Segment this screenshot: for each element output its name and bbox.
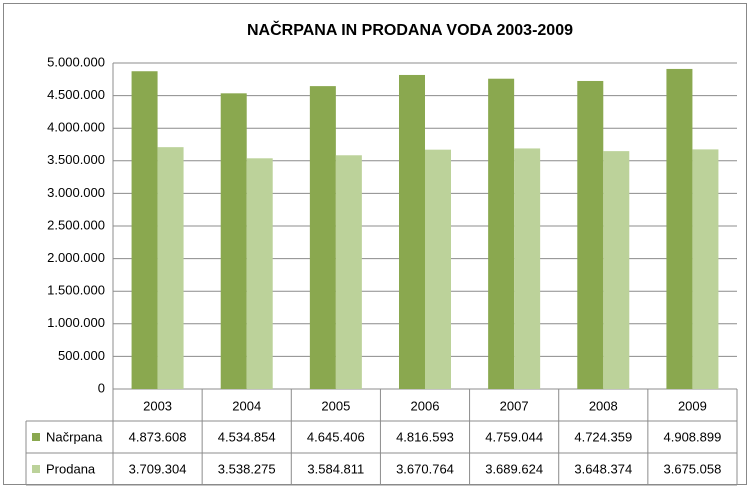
x-tick-label: 2003: [143, 398, 172, 413]
bar: [220, 93, 247, 390]
bar: [488, 78, 515, 390]
table-value: 3.584.811: [307, 461, 364, 476]
bar: [425, 149, 451, 389]
table-value: 3.670.764: [396, 461, 454, 476]
bar: [666, 68, 693, 389]
x-tick-label: 2005: [321, 398, 350, 413]
legend-swatch: [32, 433, 40, 441]
y-tick-label: 5.000.000: [47, 54, 105, 69]
y-tick-label: 1.000.000: [47, 315, 105, 330]
y-tick-label: 3.500.000: [47, 152, 105, 167]
bar: [692, 149, 719, 389]
table-value: 3.648.374: [574, 461, 632, 476]
table-value: 4.645.406: [307, 429, 365, 444]
table-value: 4.724.359: [574, 429, 632, 444]
chart-border: [3, 3, 747, 485]
table-value: 3.689.624: [485, 461, 543, 476]
bar: [309, 86, 336, 389]
y-tick-label: 500.000: [58, 348, 105, 363]
legend-label: Prodana: [46, 461, 96, 476]
x-tick-label: 2008: [589, 398, 618, 413]
table-value: 4.759.044: [485, 429, 543, 444]
table-value: 4.908.899: [664, 429, 722, 444]
y-tick-label: 1.500.000: [47, 283, 105, 298]
table-value: 4.873.608: [129, 429, 187, 444]
legend-swatch: [32, 465, 40, 473]
y-tick-label: 4.000.000: [47, 120, 105, 135]
table-value: 3.675.058: [664, 461, 722, 476]
table-value: 4.816.593: [396, 429, 454, 444]
y-tick-label: 2.000.000: [47, 250, 105, 265]
legend-label: Načrpana: [46, 429, 103, 444]
y-tick-label: 2.500.000: [47, 217, 105, 232]
x-tick-label: 2004: [232, 398, 261, 413]
bar: [335, 155, 362, 389]
table-value: 3.709.304: [129, 461, 187, 476]
x-tick-label: 2007: [500, 398, 529, 413]
table-value: 3.538.275: [218, 461, 276, 476]
chart-title: NAČRPANA IN PRODANA VODA 2003-2009: [247, 20, 573, 39]
bar: [131, 71, 158, 390]
x-tick-label: 2006: [411, 398, 440, 413]
bar: [157, 147, 184, 389]
bar: [577, 80, 604, 389]
bar: [514, 148, 541, 389]
x-tick-label: 2009: [678, 398, 707, 413]
bar: [603, 151, 630, 389]
y-tick-label: 0: [98, 380, 105, 395]
bar: [246, 158, 273, 389]
table-value: 4.534.854: [218, 429, 276, 444]
bar: [399, 74, 425, 390]
y-tick-label: 3.000.000: [47, 185, 105, 200]
y-tick-label: 4.500.000: [47, 87, 105, 102]
